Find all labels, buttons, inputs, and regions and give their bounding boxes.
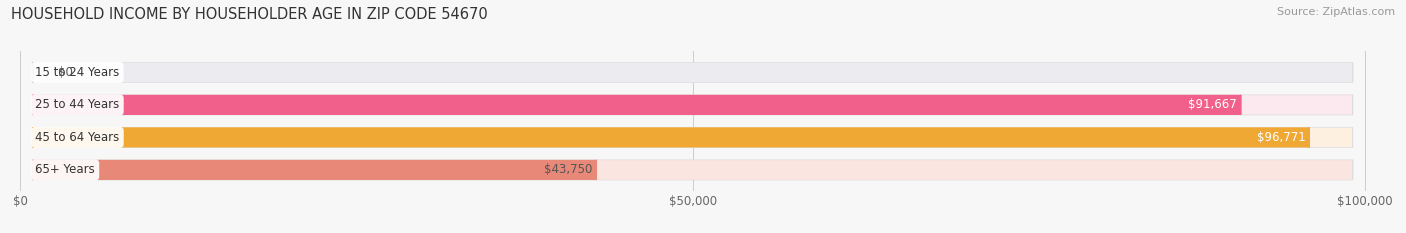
FancyBboxPatch shape bbox=[32, 160, 596, 180]
Text: $91,667: $91,667 bbox=[1188, 98, 1237, 111]
FancyBboxPatch shape bbox=[32, 127, 1309, 147]
Text: 25 to 44 Years: 25 to 44 Years bbox=[35, 98, 120, 111]
Text: $96,771: $96,771 bbox=[1257, 131, 1306, 144]
FancyBboxPatch shape bbox=[32, 160, 1353, 180]
Text: $0: $0 bbox=[58, 66, 73, 79]
Text: 45 to 64 Years: 45 to 64 Years bbox=[35, 131, 120, 144]
FancyBboxPatch shape bbox=[32, 95, 1353, 115]
FancyBboxPatch shape bbox=[32, 95, 1240, 115]
Text: Source: ZipAtlas.com: Source: ZipAtlas.com bbox=[1277, 7, 1395, 17]
Text: 15 to 24 Years: 15 to 24 Years bbox=[35, 66, 120, 79]
Text: HOUSEHOLD INCOME BY HOUSEHOLDER AGE IN ZIP CODE 54670: HOUSEHOLD INCOME BY HOUSEHOLDER AGE IN Z… bbox=[11, 7, 488, 22]
Text: $43,750: $43,750 bbox=[544, 163, 592, 176]
FancyBboxPatch shape bbox=[32, 62, 1353, 82]
FancyBboxPatch shape bbox=[32, 127, 1353, 147]
Text: 65+ Years: 65+ Years bbox=[35, 163, 96, 176]
